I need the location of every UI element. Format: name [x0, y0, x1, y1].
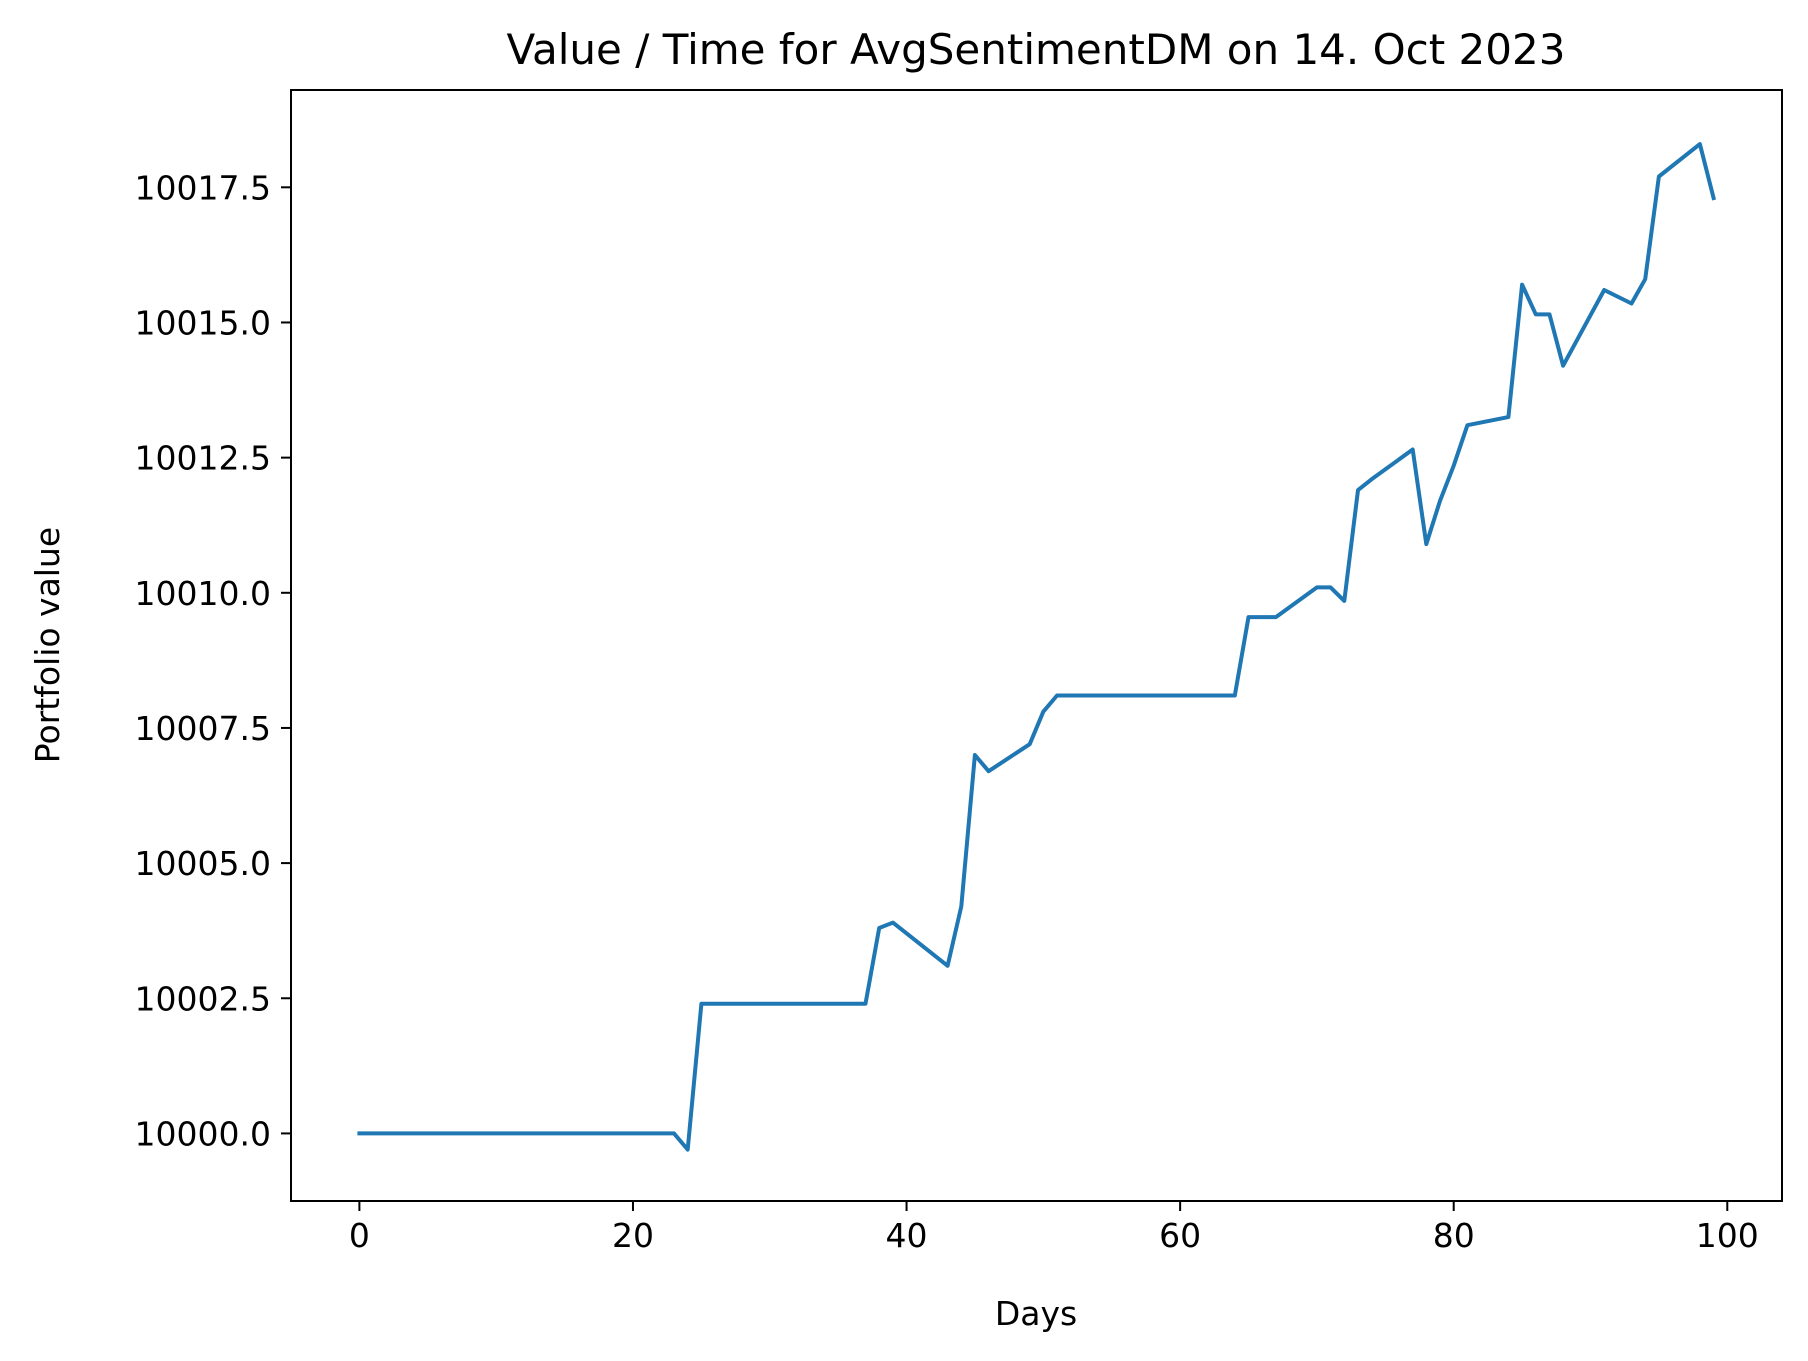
- y-tick-label: 10007.5: [135, 709, 271, 748]
- y-tick-label: 10015.0: [135, 303, 271, 342]
- plot-area-frame: [290, 89, 1783, 1202]
- y-axis-label: Portfolio value: [28, 527, 67, 763]
- x-tick-label: 100: [1696, 1216, 1759, 1255]
- x-axis-label: Days: [995, 1294, 1077, 1333]
- x-tick-label: 60: [1159, 1216, 1201, 1255]
- y-tick-label: 10017.5: [135, 168, 271, 207]
- y-axis-ticks: 10000.0 10002.5 10005.0 10007.5 10010.0 10012…: [135, 168, 291, 1153]
- y-tick-label: 10000.0: [135, 1114, 271, 1153]
- y-tick-label: 10010.0: [135, 574, 271, 613]
- series-layer: [357, 142, 1717, 1152]
- x-tick-label: 0: [349, 1216, 370, 1255]
- x-tick-label: 40: [886, 1216, 928, 1255]
- y-tick-label: 10002.5: [135, 979, 271, 1018]
- x-tick-label: 20: [612, 1216, 654, 1255]
- y-tick-label: 10005.0: [135, 844, 271, 883]
- y-tick-label: 10012.5: [135, 439, 271, 478]
- x-axis-ticks: 0 20 40 60 80 100: [349, 1201, 1759, 1255]
- x-tick-label: 80: [1433, 1216, 1475, 1255]
- chart-title: Value / Time for AvgSentimentDM on 14. O…: [507, 25, 1566, 74]
- portfolio-value-line: [357, 142, 1717, 1152]
